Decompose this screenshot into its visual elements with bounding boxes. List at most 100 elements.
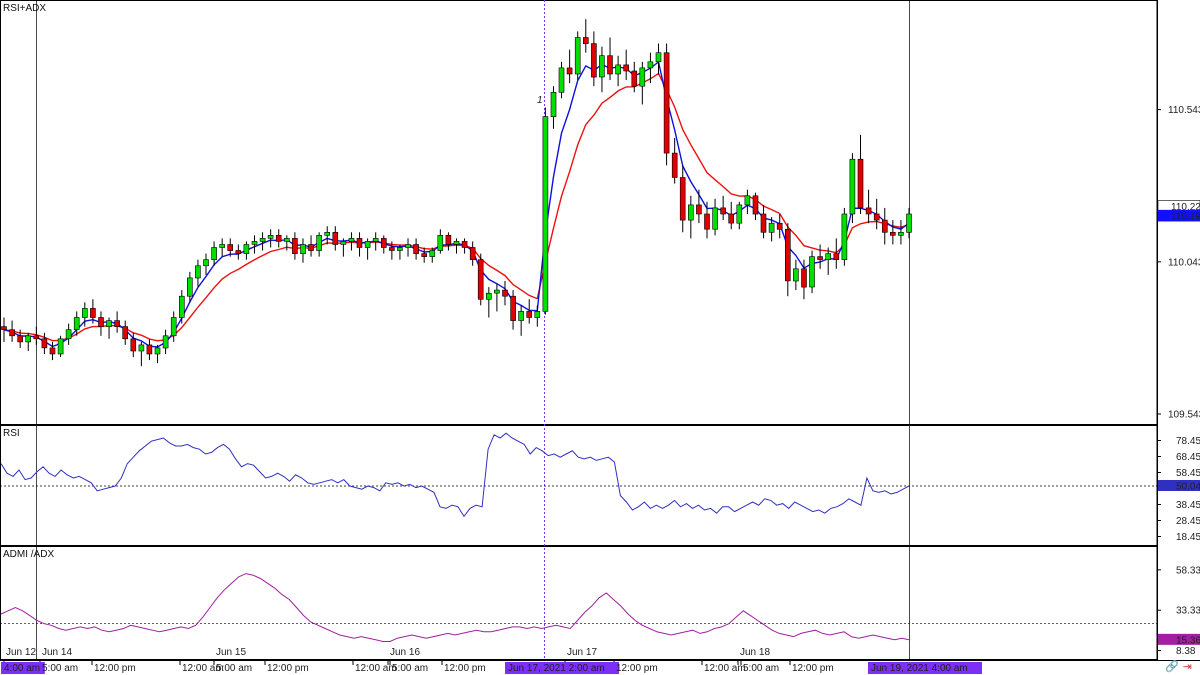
rsi-value-badge [1158, 480, 1200, 491]
bear-candle [389, 247, 395, 251]
bear-candle [728, 213, 735, 224]
bull-candle [73, 317, 80, 330]
bull-candle [687, 204, 694, 221]
bear-candle [130, 338, 137, 352]
time-axis-label: 12:00 pm [616, 663, 658, 674]
bear-candle [332, 232, 339, 245]
bear-candle [607, 55, 613, 75]
bull-candle [82, 308, 88, 318]
bull-candle [316, 235, 322, 251]
bull-candle [106, 320, 112, 328]
bottom-toolbar: 🔗 ⇥ [1161, 660, 1192, 673]
bull-candle [712, 207, 718, 230]
link-icon[interactable]: 🔗 [1165, 660, 1179, 673]
bear-candle [784, 228, 791, 282]
bull-candle [768, 222, 775, 233]
day-label: Jun 12 [6, 647, 36, 658]
bull-candle [647, 61, 654, 69]
adx-tick-label: 8.38 [1176, 646, 1196, 657]
bull-candle [154, 347, 161, 355]
bear-candle [889, 232, 896, 236]
bear-candle [122, 326, 128, 340]
bear-candle [720, 207, 726, 215]
bear-candle [49, 347, 56, 355]
bull-candle [324, 232, 331, 236]
day-label: Jun 16 [390, 647, 420, 658]
time-axis-label: 5:00 am [216, 663, 252, 674]
bull-candle [744, 195, 751, 206]
rsi-tick-label: 38.45 [1176, 500, 1200, 511]
time-axis-label: 5:00 am [42, 663, 78, 674]
bear-candle [679, 177, 686, 221]
bear-candle [98, 317, 104, 327]
adx-title: ADMI /ADX [3, 549, 54, 560]
bull-candle [849, 158, 856, 215]
bull-candle [550, 92, 557, 118]
bear-candle [857, 158, 864, 209]
time-axis-label: 5:00 am [743, 663, 779, 674]
rsi-tick-label: 78.45 [1176, 436, 1200, 447]
bear-candle [833, 253, 840, 261]
bull-candle [243, 244, 250, 254]
bull-candle [655, 52, 662, 63]
bull-candle [639, 67, 646, 87]
bear-candle [817, 256, 823, 260]
bull-candle [283, 238, 290, 242]
time-label-highlight [868, 662, 982, 674]
price-tick-label: 110.043 [1168, 257, 1200, 268]
bull-candle [574, 37, 581, 75]
adx-value-label: 15.36 [1176, 635, 1200, 646]
bull-candle [25, 335, 32, 343]
bull-candle [599, 55, 605, 78]
forward-arrow-icon[interactable]: ⇥ [1182, 660, 1192, 673]
bull-candle [300, 244, 306, 254]
bear-candle [445, 235, 452, 245]
bear-candle [582, 37, 589, 44]
last-price-label: 110.193 [1171, 212, 1200, 223]
rsi-line [0, 432, 910, 518]
last-price-label: 110.225 [1171, 202, 1200, 213]
bull-candle [453, 241, 460, 245]
time-axis-label: 12:00 pm [792, 663, 834, 674]
time-axis-label: 12:00 pm [267, 663, 309, 674]
bull-candle [170, 317, 177, 337]
bull-candle [736, 204, 743, 224]
bull-candle [898, 232, 904, 236]
day-label: Jun 14 [42, 647, 72, 658]
bear-candle [469, 247, 476, 260]
rsi-tick-label: 68.45 [1176, 452, 1200, 463]
bear-candle [90, 308, 96, 318]
bear-candle [623, 64, 630, 72]
bull-candle [364, 241, 371, 248]
day-label: Jun 18 [740, 647, 770, 658]
bull-candle [340, 241, 347, 245]
bull-candle [57, 338, 64, 355]
bear-candle [1, 326, 7, 330]
bull-candle [348, 238, 355, 242]
time-axis-label: 5:00 am [392, 663, 428, 674]
bear-candle [752, 195, 759, 215]
rsi-tick-label: 58.45 [1176, 468, 1200, 479]
bull-candle [485, 292, 492, 300]
time-axis-label: 12:00 am [355, 663, 397, 674]
bull-candle [195, 265, 201, 279]
bull-candle [405, 244, 411, 248]
bear-candle [114, 320, 120, 328]
bear-candle [696, 204, 702, 215]
bear-candle [413, 244, 419, 254]
bull-candle [809, 256, 815, 288]
time-axis-label: Jun 19, 2021 4:00 am [871, 663, 968, 674]
bull-candle [397, 247, 403, 251]
bull-candle [179, 295, 185, 318]
bull-candle [542, 116, 549, 312]
bear-candle [308, 244, 314, 251]
bull-candle [138, 344, 145, 352]
bear-candle [421, 253, 428, 257]
bull-candle [793, 268, 799, 282]
bear-candle [33, 335, 40, 340]
bull-candle [251, 241, 258, 245]
bear-candle [510, 295, 516, 321]
bull-candle [534, 311, 541, 318]
time-axis-label: 12:00 am [704, 663, 746, 674]
